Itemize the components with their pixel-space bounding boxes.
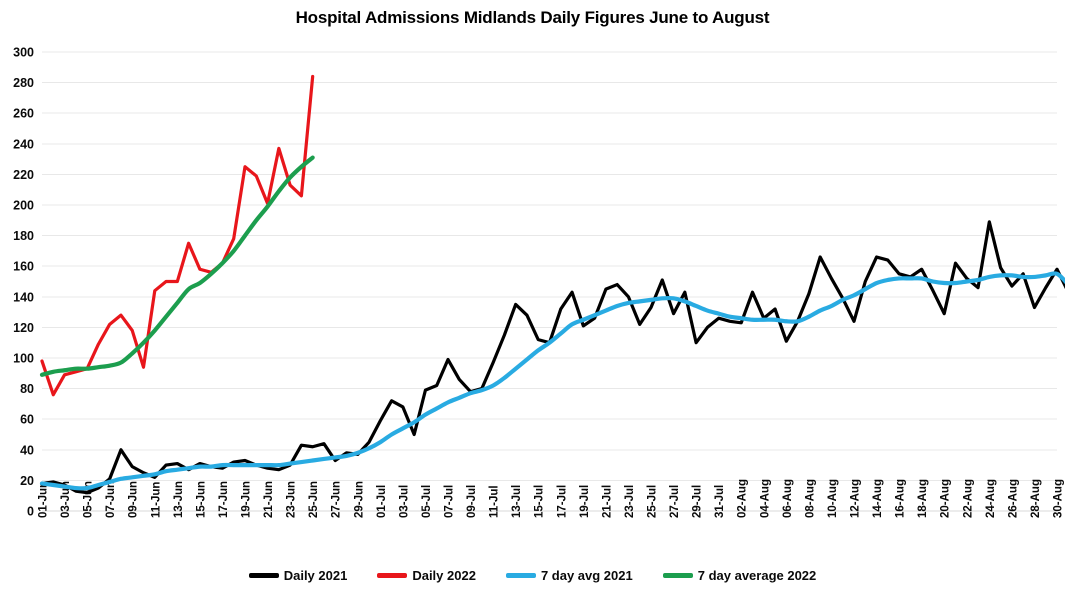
x-axis-tick-label: 30-Aug	[1053, 479, 1065, 518]
legend-item-label: Daily 2022	[412, 568, 476, 583]
chart-title: Hospital Admissions Midlands Daily Figur…	[295, 8, 770, 27]
x-axis-tick-label: 11-Jun	[150, 482, 162, 518]
x-axis-tick-label: 15-Jun	[195, 481, 207, 518]
y-axis-tick-label: 20	[20, 474, 34, 488]
y-axis-tick-label: 260	[13, 107, 34, 121]
y-axis-tick-label: 240	[13, 137, 34, 151]
x-axis-tick-label: 25-Jul	[647, 485, 659, 518]
x-axis-tick-label: 05-Jul	[421, 485, 433, 518]
x-axis-tick-label: 23-Jun	[286, 481, 298, 518]
x-axis-tick-label: 15-Jul	[534, 485, 546, 518]
x-axis-tick-label: 01-Jul	[376, 485, 388, 518]
x-axis-tick-label: 14-Aug	[872, 479, 884, 518]
legend-item[interactable]: 7 day avg 2021	[505, 568, 633, 583]
y-axis-tick-label: 220	[13, 168, 34, 182]
y-axis-tick-label: 160	[13, 260, 34, 274]
x-axis-tick-label: 24-Aug	[985, 479, 997, 518]
x-axis-tick-label: 21-Jul	[601, 485, 613, 518]
y-axis-tick-label: 40	[20, 443, 34, 457]
x-axis-tick-label: 17-Jun	[218, 481, 230, 518]
series-line-7-day-average-2022	[39, 155, 315, 377]
x-axis-tick-label: 02-Aug	[737, 479, 749, 518]
legend-item-label: Daily 2021	[283, 568, 348, 583]
x-axis-tick-label: 10-Aug	[827, 479, 839, 518]
x-axis-tick-label: 22-Aug	[962, 479, 974, 518]
x-axis-tick-labels: 01-Jun 03-Jun 05-Jun 07-Jun 09-Jun 11-Jun 13-J…	[38, 479, 1065, 518]
y-axis-tick-label: 0	[27, 505, 34, 519]
x-axis-tick-label: 13-Jul	[511, 485, 523, 518]
y-axis-tick-label: 280	[13, 76, 34, 90]
x-axis-tick-label: 17-Jul	[556, 485, 568, 518]
x-axis-tick-label: 31-Jul	[714, 485, 726, 518]
y-axis-tick-label: 140	[13, 290, 34, 304]
y-gridlines	[42, 51, 1057, 512]
legend-item[interactable]: 7 day average 2022	[662, 568, 817, 583]
x-axis-tick-label: 07-Jun	[105, 481, 117, 518]
x-axis-tick-label: 12-Aug	[850, 479, 862, 518]
legend-item-label: 7 day average 2022	[697, 568, 817, 583]
x-axis-tick-label: 26-Aug	[1007, 479, 1019, 518]
chart-legend: Daily 2021 Daily 2022 7 day avg 2021 7 day …	[0, 568, 1065, 583]
x-axis-tick-label: 27-Jul	[669, 485, 681, 518]
y-axis-tick-label: 300	[13, 46, 34, 60]
x-axis-tick-label: 08-Aug	[804, 479, 816, 518]
x-axis-tick-label: 01-Jun	[38, 481, 50, 518]
y-axis-tick-label: 100	[13, 352, 34, 366]
legend-color-swatch	[248, 573, 279, 578]
x-axis-tick-label: 19-Jul	[579, 485, 591, 518]
legend-color-swatch	[505, 573, 536, 578]
legend-color-swatch	[662, 573, 693, 578]
data-series-layer	[39, 74, 1065, 495]
y-axis-tick-label: 60	[20, 413, 34, 427]
legend-item-label: 7 day avg 2021	[540, 568, 633, 583]
series-line-7-day-avg-2021	[39, 271, 1065, 491]
x-axis-tick-label: 20-Aug	[940, 479, 952, 518]
y-axis-tick-label: 200	[13, 199, 34, 213]
x-axis-tick-label: 25-Jun	[308, 481, 320, 518]
x-axis-tick-label: 27-Jun	[331, 481, 343, 518]
x-axis-tick-label: 11-Jul	[489, 485, 501, 518]
x-axis-tick-label: 19-Jun	[241, 481, 253, 518]
y-axis-tick-label: 80	[20, 382, 34, 396]
legend-color-swatch	[377, 573, 408, 578]
x-axis-tick-label: 04-Aug	[759, 479, 771, 518]
y-axis-tick-labels: 0 20 40 60 80 100 120 140 160 180 200 220 240 260 280 3…	[13, 46, 34, 519]
y-axis-tick-label: 180	[13, 229, 34, 243]
x-axis-tick-label: 13-Jun	[173, 481, 185, 518]
x-axis-tick-label: 07-Jul	[444, 485, 456, 518]
x-axis-tick-label: 23-Jul	[624, 485, 636, 518]
x-axis-tick-label: 16-Aug	[895, 479, 907, 518]
x-axis-tick-label: 03-Jun	[60, 481, 72, 518]
x-axis-tick-label: 29-Jul	[692, 485, 704, 518]
x-axis-tick-label: 29-Jun	[353, 481, 365, 518]
chart-plot-area: 0 20 40 60 80 100 120 140 160 180 200 220 240 260 280 3…	[13, 46, 1065, 519]
x-axis-tick-label: 18-Aug	[917, 479, 929, 518]
x-axis-tick-label: 09-Jul	[466, 485, 478, 518]
legend-item[interactable]: Daily 2021	[248, 568, 348, 583]
x-axis-tick-label: 06-Aug	[782, 479, 794, 518]
x-axis-tick-label: 03-Jul	[398, 485, 410, 518]
y-axis-tick-label: 120	[13, 321, 34, 335]
x-axis-tick-label: 21-Jun	[263, 481, 275, 518]
legend-item[interactable]: Daily 2022	[377, 568, 476, 583]
x-axis-tick-label: 09-Jun	[128, 481, 140, 518]
x-axis-tick-label: 28-Aug	[1030, 479, 1042, 518]
